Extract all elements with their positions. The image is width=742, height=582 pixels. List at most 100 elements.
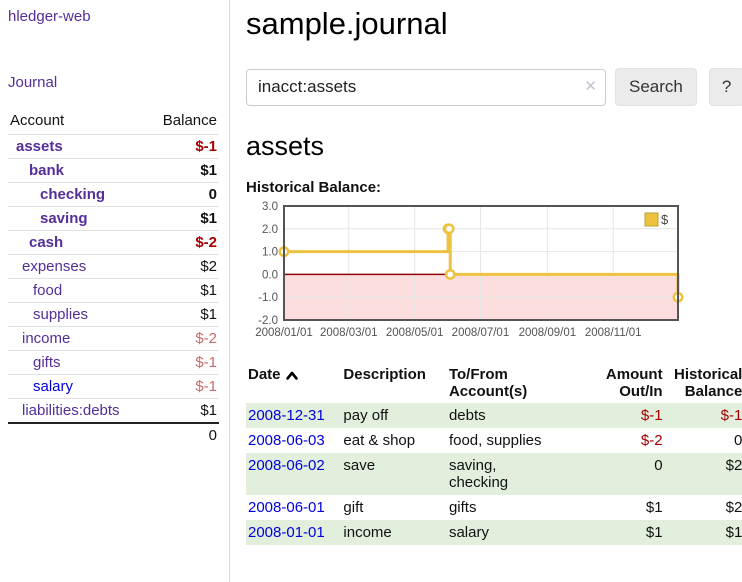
account-balance: $1	[148, 158, 219, 183]
svg-text:3.0: 3.0	[262, 201, 278, 213]
transaction-description: gift	[343, 499, 364, 516]
balance-chart: $3.0 2.0 1.0 0.0 -1.0 -2.0 2008/01/01 2008/03/0…	[246, 200, 742, 351]
transaction-description: pay off	[343, 407, 389, 424]
transaction-accounts: debts	[448, 407, 486, 424]
accounts-header-row: Account Balance	[8, 110, 219, 135]
transaction-row: 2008-12-31 pay off debts $-1 $-1	[246, 403, 742, 428]
register-col-date[interactable]: Date	[246, 363, 341, 403]
account-link-salary[interactable]: salary	[33, 378, 74, 395]
account-row: income $-2	[8, 326, 219, 351]
account-heading: assets	[246, 131, 325, 161]
chart-label: Historical Balance:	[246, 179, 382, 196]
svg-text:2008/05/01: 2008/05/01	[386, 327, 444, 339]
svg-text:1.0: 1.0	[262, 247, 278, 259]
account-balance: $-2	[148, 326, 219, 351]
svg-text:$: $	[661, 212, 669, 227]
search-box: ✕	[246, 68, 606, 106]
search-input[interactable]	[246, 68, 606, 106]
account-row: cash $-2	[8, 230, 219, 255]
svg-text:2008/01/01: 2008/01/01	[255, 327, 313, 339]
account-link-checking[interactable]: checking	[40, 186, 106, 203]
account-balance: $-2	[148, 230, 219, 255]
account-row: checking 0	[8, 182, 219, 207]
accounts-table: Account Balance assets $-1 bank $1 check…	[8, 110, 219, 447]
account-row: salary $-1	[8, 374, 219, 399]
main-content: sample.journal ✕ Search ? assets Histori…	[230, 0, 742, 582]
transaction-amount: $1	[645, 499, 663, 516]
nav-journal-link[interactable]: Journal	[8, 74, 58, 91]
accounts-col-balance: Balance	[162, 112, 217, 129]
search-bar: ✕ Search ?	[246, 68, 742, 106]
account-link-assets[interactable]: assets	[16, 138, 63, 155]
register-col-description: Description	[343, 366, 426, 383]
transaction-description: income	[343, 524, 392, 541]
account-row: gifts $-1	[8, 350, 219, 375]
transaction-balance: 0	[734, 432, 742, 449]
clear-search-icon[interactable]: ✕	[584, 77, 597, 95]
transaction-date-link[interactable]: 2008-01-01	[248, 524, 325, 541]
transaction-amount: 0	[654, 457, 663, 474]
account-row: liabilities:debts $1	[8, 398, 219, 423]
svg-text:2008/07/01: 2008/07/01	[452, 327, 510, 339]
register-col-balance: Historical Balance	[673, 366, 742, 400]
account-link-saving[interactable]: saving	[40, 210, 88, 227]
account-row: assets $-1	[8, 134, 219, 159]
transaction-accounts: food, supplies	[448, 432, 542, 449]
sidebar: hledger-web Journal Account Balance asse…	[0, 0, 230, 582]
transaction-amount: $-1	[640, 407, 663, 424]
account-link-food[interactable]: food	[33, 282, 63, 299]
register-col-accounts: To/From Account(s)	[448, 366, 528, 400]
register-table: Date Description To/From Account(s) Amou…	[246, 363, 742, 545]
sort-ascending-icon	[285, 367, 298, 384]
register-col-date-label: Date	[248, 366, 281, 383]
help-button[interactable]: ?	[708, 68, 742, 106]
transaction-amount: $-2	[640, 432, 663, 449]
account-balance: $1	[148, 206, 219, 231]
transaction-balance: $2	[725, 457, 742, 474]
transaction-row: 2008-01-01 income salary $1 $1	[246, 520, 742, 545]
search-button[interactable]: Search	[615, 68, 697, 106]
svg-text:-1.0: -1.0	[258, 292, 278, 304]
svg-text:2.0: 2.0	[262, 224, 278, 236]
accounts-total-balance: 0	[148, 422, 219, 447]
account-link-expenses[interactable]: expenses	[22, 258, 87, 275]
accounts-col-account: Account	[10, 112, 65, 129]
transaction-description: save	[343, 457, 376, 474]
transaction-date-link[interactable]: 2008-06-03	[248, 432, 325, 449]
account-link-liabilities-debts[interactable]: liabilities:debts	[22, 402, 120, 419]
transaction-accounts: saving, checking	[448, 457, 509, 491]
transaction-date-link[interactable]: 2008-12-31	[248, 407, 325, 424]
account-row: expenses $2	[8, 254, 219, 279]
account-balance: $-1	[148, 350, 219, 375]
transaction-amount: $1	[645, 524, 663, 541]
account-row: supplies $1	[8, 302, 219, 327]
app-title-link[interactable]: hledger-web	[8, 8, 91, 25]
account-balance: $2	[148, 254, 219, 279]
transaction-row: 2008-06-02 save saving, checking 0 $2	[246, 453, 742, 495]
svg-text:2008/11/01: 2008/11/01	[585, 327, 642, 339]
account-balance: $1	[148, 398, 219, 423]
svg-text:0.0: 0.0	[262, 269, 278, 281]
account-link-income[interactable]: income	[22, 330, 71, 347]
svg-text:2008/09/01: 2008/09/01	[519, 327, 577, 339]
account-link-gifts[interactable]: gifts	[33, 354, 61, 371]
account-link-cash[interactable]: cash	[29, 234, 64, 251]
account-link-supplies[interactable]: supplies	[33, 306, 89, 323]
transaction-balance: $1	[725, 524, 742, 541]
register-header-row: Date Description To/From Account(s) Amou…	[246, 363, 742, 403]
transaction-row: 2008-06-03 eat & shop food, supplies $-2…	[246, 428, 742, 453]
account-balance: $-1	[148, 374, 219, 399]
svg-text:2008/03/01: 2008/03/01	[320, 327, 378, 339]
account-row: saving $1	[8, 206, 219, 231]
account-row: bank $1	[8, 158, 219, 183]
account-balance: $1	[148, 278, 219, 303]
account-link-bank[interactable]: bank	[29, 162, 65, 179]
transaction-date-link[interactable]: 2008-06-02	[248, 457, 325, 474]
transaction-accounts: salary	[448, 524, 489, 541]
transaction-date-link[interactable]: 2008-06-01	[248, 499, 325, 516]
account-balance: $1	[148, 302, 219, 327]
transaction-description: eat & shop	[343, 432, 416, 449]
page-title: sample.journal	[246, 6, 448, 41]
